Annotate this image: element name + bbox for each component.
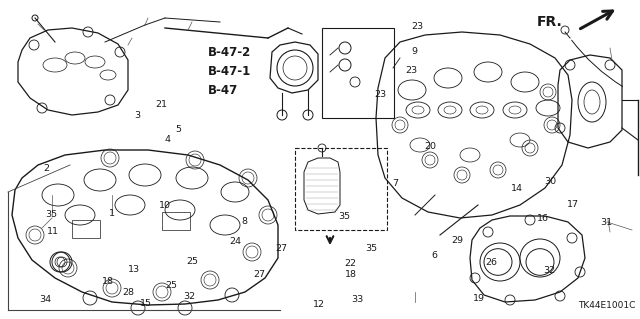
- Text: 35: 35: [45, 210, 57, 219]
- Text: 19: 19: [473, 294, 484, 303]
- Bar: [162, 212, 190, 230]
- Text: 28: 28: [122, 288, 134, 297]
- Text: 8: 8: [241, 217, 248, 226]
- Text: 33: 33: [351, 295, 364, 304]
- Text: 6: 6: [431, 251, 437, 260]
- Text: 17: 17: [567, 200, 579, 209]
- Text: 23: 23: [412, 22, 423, 31]
- Text: 20: 20: [424, 142, 436, 151]
- Text: 32: 32: [543, 266, 555, 275]
- Text: FR.: FR.: [536, 15, 562, 29]
- Text: 24: 24: [230, 237, 241, 246]
- Text: 21: 21: [156, 100, 167, 109]
- Text: 25: 25: [186, 257, 198, 266]
- Text: TK44E1001C: TK44E1001C: [578, 301, 635, 310]
- Text: 34: 34: [39, 295, 51, 304]
- Text: 9: 9: [412, 47, 418, 56]
- Text: 26: 26: [486, 258, 497, 267]
- Text: 15: 15: [140, 299, 152, 308]
- Text: 12: 12: [313, 300, 324, 308]
- Text: 4: 4: [164, 135, 171, 144]
- Text: 25: 25: [166, 281, 177, 290]
- Text: B-47-2: B-47-2: [208, 46, 252, 59]
- Text: 18: 18: [102, 277, 113, 286]
- Text: 29: 29: [452, 236, 463, 245]
- Text: 11: 11: [47, 227, 58, 236]
- Text: 16: 16: [537, 214, 548, 223]
- Text: 5: 5: [175, 125, 181, 134]
- Text: 13: 13: [129, 265, 140, 274]
- Text: 27: 27: [253, 271, 265, 279]
- Text: 27: 27: [276, 244, 287, 253]
- Text: 2: 2: [43, 164, 49, 173]
- Bar: [322, 28, 394, 118]
- Bar: [295, 148, 387, 230]
- Text: 35: 35: [365, 244, 377, 253]
- Text: 18: 18: [345, 271, 356, 279]
- Text: 30: 30: [545, 177, 556, 186]
- Text: 23: 23: [405, 66, 417, 75]
- Text: 35: 35: [339, 212, 350, 221]
- Text: 14: 14: [511, 184, 523, 193]
- Text: 3: 3: [134, 111, 141, 120]
- Text: 22: 22: [345, 259, 356, 268]
- Text: 32: 32: [183, 292, 195, 301]
- Text: 31: 31: [601, 218, 612, 227]
- Text: 10: 10: [159, 201, 171, 210]
- Text: 7: 7: [392, 179, 399, 188]
- Text: 1: 1: [109, 209, 115, 218]
- Text: 23: 23: [375, 90, 387, 99]
- Text: B-47: B-47: [208, 85, 238, 97]
- Text: B-47-1: B-47-1: [208, 65, 252, 78]
- Bar: [72, 220, 100, 238]
